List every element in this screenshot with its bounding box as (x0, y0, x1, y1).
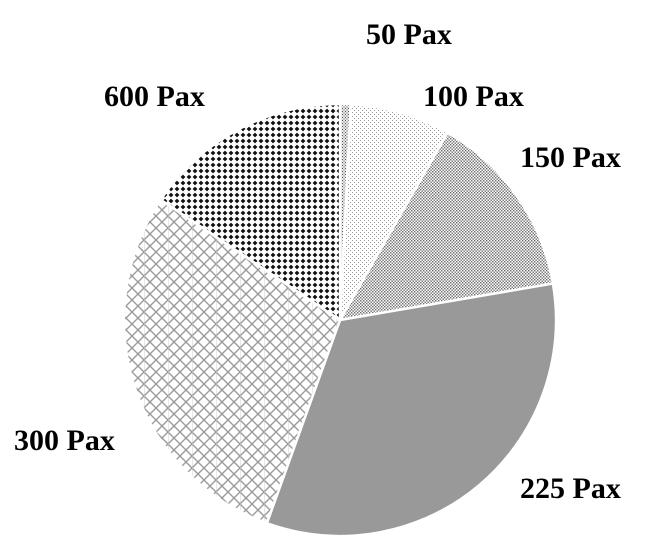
slice-labels: 50 Pax 100 Pax 150 Pax 225 Pax 300 Pax 600 Pa… (14, 18, 621, 505)
slice-label-100-pax: 100 Pax (423, 80, 524, 113)
pie-slice-300-pax (122, 198, 342, 525)
slice-label-300-pax: 300 Pax (14, 424, 115, 457)
pie-slice-600-pax (159, 102, 342, 322)
slice-label-600-pax: 600 Pax (104, 80, 205, 113)
pie-slice-100-pax (338, 103, 449, 322)
pie-slice-225-pax (265, 282, 558, 538)
slice-label-150-pax: 150 Pax (520, 141, 621, 174)
slice-label-50-pax: 50 Pax (366, 18, 452, 51)
slice-label-225-pax: 225 Pax (520, 472, 621, 505)
pie-slice-150-pax (338, 131, 555, 322)
pie-slices (122, 102, 558, 538)
